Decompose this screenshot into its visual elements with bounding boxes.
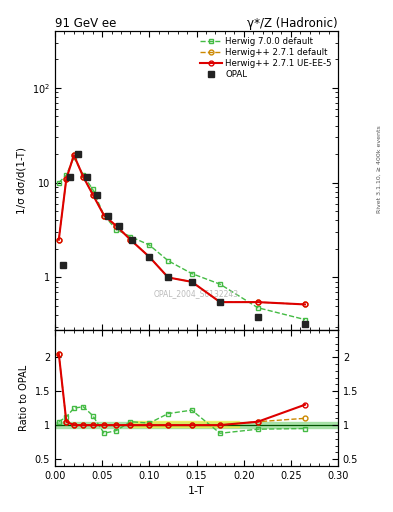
Herwig++ 2.7.1 UE-EE-5 [114, 223, 119, 229]
Herwig++ 2.7.1 UE-EE-5 [102, 212, 107, 219]
Bar [55, 422, 338, 428]
Herwig++ 2.7.1 default [72, 152, 76, 158]
Herwig 7.0.0 default [102, 212, 107, 219]
Herwig 7.0.0 default [114, 226, 119, 232]
Herwig 7.0.0 default [81, 172, 86, 178]
Line: Herwig++ 2.7.1 UE-EE-5: Herwig++ 2.7.1 UE-EE-5 [56, 153, 307, 307]
Herwig 7.0.0 default [72, 154, 76, 160]
OPAL [147, 254, 152, 260]
Herwig 7.0.0 default [147, 242, 152, 248]
Herwig++ 2.7.1 UE-EE-5 [128, 237, 133, 243]
Herwig++ 2.7.1 UE-EE-5 [189, 279, 194, 285]
Herwig++ 2.7.1 UE-EE-5 [218, 299, 222, 305]
Herwig++ 2.7.1 default [128, 237, 133, 243]
Herwig++ 2.7.1 UE-EE-5 [90, 191, 95, 198]
Herwig++ 2.7.1 default [57, 237, 61, 243]
Herwig 7.0.0 default [64, 172, 69, 178]
Herwig 7.0.0 default [255, 305, 260, 311]
Herwig 7.0.0 default [90, 186, 95, 193]
OPAL [130, 237, 135, 243]
OPAL [189, 279, 194, 285]
Herwig++ 2.7.1 default [147, 254, 152, 260]
Text: 91 GeV ee: 91 GeV ee [55, 16, 116, 30]
Herwig++ 2.7.1 UE-EE-5 [64, 176, 69, 182]
OPAL [117, 223, 121, 229]
Line: Herwig++ 2.7.1 default: Herwig++ 2.7.1 default [56, 153, 307, 307]
Herwig++ 2.7.1 default [102, 212, 107, 219]
Herwig++ 2.7.1 default [218, 299, 222, 305]
Herwig++ 2.7.1 UE-EE-5 [147, 254, 152, 260]
OPAL [105, 212, 110, 219]
Herwig++ 2.7.1 default [90, 191, 95, 198]
Text: Rivet 3.1.10, ≥ 400k events: Rivet 3.1.10, ≥ 400k events [377, 125, 382, 213]
Herwig++ 2.7.1 default [81, 174, 86, 180]
Herwig++ 2.7.1 default [255, 299, 260, 305]
Bar [131, 421, 239, 427]
Text: OPAL_2004_S6132243: OPAL_2004_S6132243 [154, 289, 239, 298]
Herwig 7.0.0 default [166, 258, 171, 264]
Herwig++ 2.7.1 default [166, 274, 171, 281]
Herwig++ 2.7.1 UE-EE-5 [57, 237, 61, 243]
Herwig 7.0.0 default [57, 180, 61, 186]
Line: Herwig 7.0.0 default: Herwig 7.0.0 default [56, 155, 307, 322]
Herwig++ 2.7.1 UE-EE-5 [303, 302, 307, 308]
Y-axis label: 1/σ dσ/d(1-T): 1/σ dσ/d(1-T) [17, 147, 27, 214]
Herwig++ 2.7.1 UE-EE-5 [166, 274, 171, 281]
OPAL [60, 262, 65, 268]
Legend: Herwig 7.0.0 default, Herwig++ 2.7.1 default, Herwig++ 2.7.1 UE-EE-5, OPAL: Herwig 7.0.0 default, Herwig++ 2.7.1 def… [198, 35, 334, 81]
OPAL [94, 191, 99, 198]
OPAL [68, 174, 72, 180]
Herwig++ 2.7.1 UE-EE-5 [255, 299, 260, 305]
OPAL [166, 274, 171, 281]
Herwig 7.0.0 default [303, 316, 307, 323]
OPAL [255, 314, 260, 321]
Line: OPAL: OPAL [60, 152, 308, 327]
Herwig 7.0.0 default [128, 233, 133, 240]
Herwig 7.0.0 default [218, 281, 222, 287]
X-axis label: 1-T: 1-T [188, 486, 205, 496]
OPAL [218, 299, 222, 305]
Herwig++ 2.7.1 default [64, 176, 69, 182]
Herwig++ 2.7.1 default [189, 279, 194, 285]
Herwig++ 2.7.1 default [114, 223, 119, 229]
Y-axis label: Ratio to OPAL: Ratio to OPAL [19, 365, 29, 431]
Text: γ*/Z (Hadronic): γ*/Z (Hadronic) [247, 16, 338, 30]
Herwig++ 2.7.1 UE-EE-5 [72, 152, 76, 158]
OPAL [303, 322, 307, 328]
Herwig++ 2.7.1 UE-EE-5 [81, 174, 86, 180]
Herwig 7.0.0 default [189, 270, 194, 276]
OPAL [85, 174, 90, 180]
Herwig++ 2.7.1 default [303, 302, 307, 308]
OPAL [75, 151, 80, 157]
